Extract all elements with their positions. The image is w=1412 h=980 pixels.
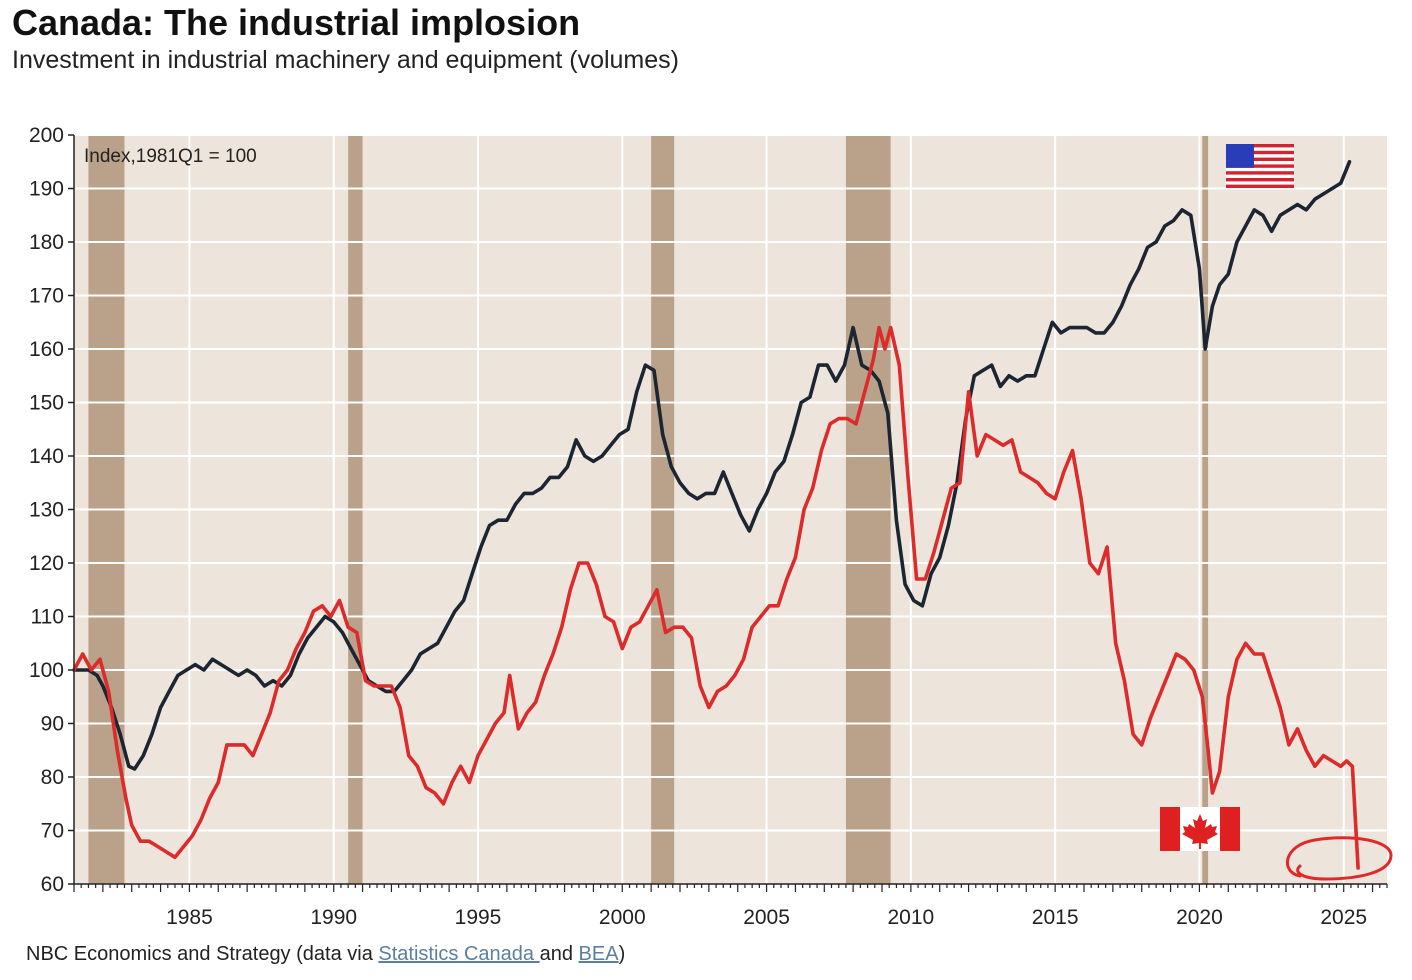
canada-series-line [72, 325, 1360, 870]
source-prefix: NBC Economics and Strategy (data via [26, 943, 379, 965]
y-tick-label: 130 [29, 499, 64, 522]
usa-flag-icon [1226, 144, 1294, 188]
usa-series-line [72, 160, 1352, 771]
y-tick-label: 70 [41, 820, 64, 843]
line-chart: 60 70 80 90 100 110 120 130 140 150 160 170 180 190 20… [29, 124, 1393, 929]
y-tick-label: 190 [29, 178, 64, 201]
chart-subtitle: Investment in industrial machinery and e… [12, 46, 679, 74]
x-tick-label: 2025 [1320, 906, 1367, 929]
y-tick-label: 120 [29, 552, 64, 575]
source-note: NBC Economics and Strategy (data via Sta… [26, 943, 625, 966]
statistics-canada-link[interactable]: Statistics Canada [378, 943, 540, 965]
x-tick-label: 2015 [1032, 906, 1079, 929]
y-tick-label: 100 [29, 659, 64, 682]
y-tick-label: 180 [29, 231, 64, 254]
y-tick-label: 90 [41, 713, 64, 736]
canada-flag-icon [1160, 807, 1240, 851]
y-tick-label: 80 [41, 766, 64, 789]
x-tick-label: 2020 [1176, 906, 1223, 929]
x-tick-label: 2010 [887, 906, 934, 929]
x-tick-label: 1990 [310, 906, 357, 929]
chart-title: Canada: The industrial implosion [12, 2, 581, 43]
y-tick-label: 110 [31, 606, 64, 629]
source-suffix: ) [618, 943, 626, 965]
bea-link[interactable]: BEA [578, 943, 619, 965]
x-tick-label: 2005 [743, 906, 790, 929]
index-note-label: Index,1981Q1 = 100 [84, 146, 257, 167]
y-tick-label: 140 [29, 445, 64, 468]
y-tick-label: 170 [29, 285, 64, 308]
y-tick-label: 160 [29, 338, 64, 361]
y-tick-label: 60 [41, 873, 64, 896]
x-tick-label: 1995 [455, 906, 502, 929]
x-tick-label: 2000 [599, 906, 646, 929]
y-tick-label: 200 [29, 124, 64, 147]
y-tick-label: 150 [29, 392, 64, 415]
x-tick-label: 1985 [166, 906, 213, 929]
red-circle-annotation [1285, 836, 1393, 881]
source-middle: and [539, 943, 579, 965]
